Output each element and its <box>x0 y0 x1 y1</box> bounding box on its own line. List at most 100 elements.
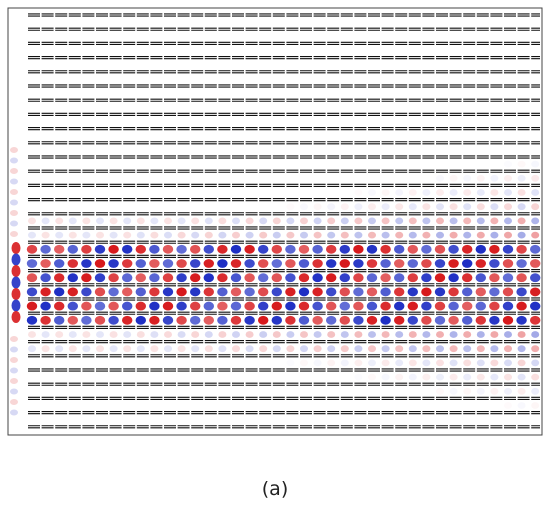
field-lobe <box>177 231 186 239</box>
field-lobe <box>136 217 145 225</box>
field-lobe <box>68 331 77 338</box>
field-lobe <box>312 259 323 268</box>
field-lobe <box>94 259 106 268</box>
field-lobe <box>366 315 378 325</box>
field-lobe <box>354 345 363 353</box>
field-lobe <box>135 287 146 297</box>
field-lobe <box>162 273 174 283</box>
field-lobe <box>218 331 227 338</box>
field-lobe <box>190 301 201 311</box>
field-lobe <box>422 203 431 211</box>
field-lobe <box>380 244 391 254</box>
field-lobe <box>176 273 187 283</box>
field-lobe <box>67 301 79 311</box>
field-lobe <box>40 301 51 311</box>
field-lobe <box>122 259 133 268</box>
field-lobe <box>368 217 376 225</box>
field-lobe <box>28 331 36 338</box>
field-lobe <box>476 387 485 395</box>
field-lobe <box>408 331 417 338</box>
field-lobe <box>286 203 294 210</box>
field-lobe <box>123 217 132 225</box>
field-lobe <box>422 373 431 381</box>
source-halo <box>10 336 18 342</box>
field-lobe <box>300 360 308 367</box>
field-lobe <box>490 345 499 353</box>
field-lobe <box>135 244 146 254</box>
field-lobe <box>203 287 214 297</box>
field-lobe <box>490 189 499 196</box>
field-lobe <box>516 287 527 297</box>
field-lobe <box>67 273 79 283</box>
field-lobe <box>164 345 172 353</box>
field-lobe <box>395 359 404 367</box>
field-lobe <box>149 259 160 268</box>
field-lobe <box>313 231 322 239</box>
field-lobe <box>502 315 514 325</box>
field-lobe <box>55 331 64 338</box>
field-lobe <box>232 217 240 225</box>
field-lobe <box>217 259 228 268</box>
field-lobe <box>380 301 391 311</box>
source-halo <box>10 220 18 227</box>
field-lobe <box>164 331 172 338</box>
field-lobe <box>516 244 527 254</box>
field-lobe <box>109 217 118 225</box>
field-lobe <box>326 273 337 283</box>
field-lobe <box>490 217 499 225</box>
field-lobe <box>421 287 432 297</box>
field-lobe <box>298 315 310 325</box>
field-lobe <box>381 231 390 239</box>
field-lobe <box>312 315 323 325</box>
field-lobe <box>380 273 391 283</box>
field-lobe <box>285 273 296 283</box>
field-lobe <box>449 203 458 211</box>
field-lobe <box>448 244 459 254</box>
field-lobe <box>368 203 376 211</box>
field-lobe <box>327 331 336 338</box>
field-lobe <box>258 244 269 254</box>
field-lobe <box>463 359 472 367</box>
field-lobe <box>489 244 500 254</box>
field-lobe <box>517 189 526 196</box>
field-lobe <box>381 189 390 196</box>
field-lobe <box>109 331 118 338</box>
field-lobe <box>54 315 65 325</box>
field-lobe <box>436 217 444 225</box>
field-lobe <box>82 231 91 239</box>
field-lobe <box>162 287 174 297</box>
field-lobe <box>271 287 282 297</box>
field-lobe <box>462 244 473 254</box>
field-lobe <box>204 345 213 353</box>
field-lobe <box>517 174 526 182</box>
field-lobe <box>190 287 201 297</box>
field-lobe <box>312 301 323 311</box>
field-lobe <box>531 402 540 409</box>
field-lobe <box>191 231 200 239</box>
field-lobe <box>230 273 242 283</box>
field-lobe <box>271 273 282 283</box>
field-lobe <box>434 244 446 254</box>
field-lobe <box>436 359 444 367</box>
field-lobe <box>271 301 282 311</box>
field-lobe <box>135 259 146 268</box>
field-lobe <box>434 273 446 283</box>
field-lobe <box>368 359 376 367</box>
source-halo <box>10 199 18 206</box>
field-lobe <box>94 287 106 297</box>
field-lobe <box>203 244 214 254</box>
field-lobe <box>204 231 213 239</box>
field-lobe <box>380 259 391 268</box>
field-lobe <box>26 244 38 254</box>
field-lobe <box>162 301 174 311</box>
field-lobe <box>436 373 444 381</box>
field-lobe <box>449 373 458 381</box>
field-lobe <box>96 231 104 239</box>
field-lobe <box>395 189 404 196</box>
field-lobe <box>381 217 390 225</box>
field-lobe <box>123 231 132 239</box>
field-lobe <box>476 331 485 338</box>
field-lobe <box>96 217 104 225</box>
field-lobe <box>530 315 541 325</box>
field-lobe <box>285 244 296 254</box>
